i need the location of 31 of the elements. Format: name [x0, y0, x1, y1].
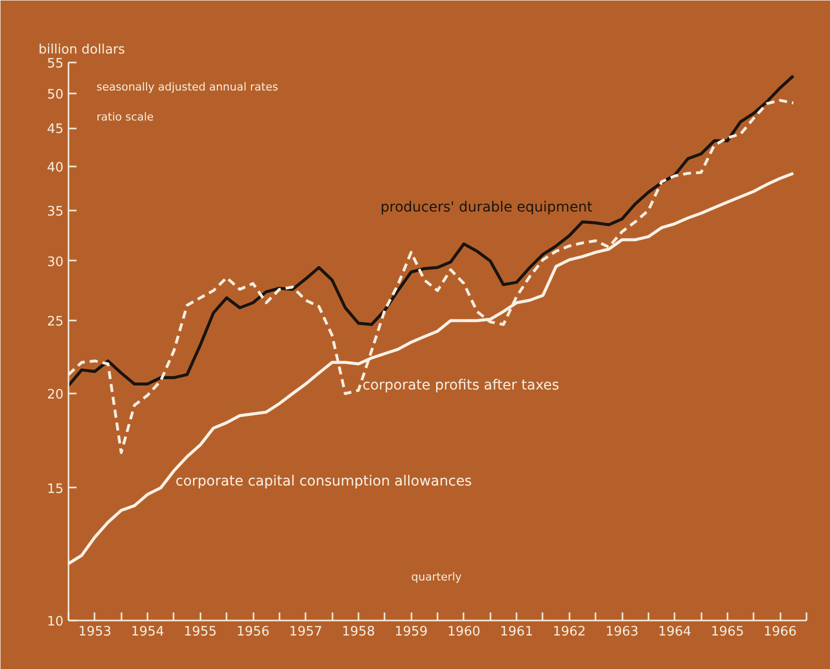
y-tick-label: 30: [46, 254, 64, 270]
x-tick-label: 1965: [710, 624, 744, 640]
y-axis-title: billion dollars: [38, 42, 126, 58]
x-tick-label: 1960: [447, 624, 480, 640]
annotation: ratio scale: [96, 110, 154, 124]
y-tick-label: 50: [46, 88, 64, 103]
annotation: seasonally adjusted annual rates: [96, 80, 278, 94]
x-tick-label: 1963: [605, 624, 639, 640]
x-tick-label: 1953: [78, 624, 112, 640]
x-tick-label: 1966: [764, 624, 797, 640]
y-tick-label: 55: [46, 56, 64, 72]
series-label: corporate capital consumption allowances: [176, 474, 472, 490]
x-tick-label: 1962: [552, 624, 586, 640]
y-tick-label: 20: [46, 388, 64, 403]
y-tick-label: 10: [46, 614, 64, 630]
x-tick-label: 1955: [184, 624, 217, 640]
x-tick-label: 1961: [500, 624, 534, 640]
annotation: quarterly: [411, 570, 462, 584]
y-tick-label: 35: [46, 204, 64, 220]
series-label: producers' durable equipment: [380, 200, 594, 216]
y-tick-label: 25: [46, 314, 64, 330]
x-tick-label: 1954: [131, 624, 164, 640]
series-label: corporate profits after taxes: [362, 378, 560, 394]
y-tick-label: 40: [46, 160, 64, 176]
x-tick-label: 1959: [394, 624, 428, 640]
y-tick-label: 45: [46, 122, 64, 138]
y-tick-label: 15: [46, 482, 64, 497]
x-tick-label: 1956: [236, 624, 270, 640]
x-tick-label: 1958: [342, 624, 375, 640]
x-tick-label: 1957: [289, 624, 322, 640]
x-tick-label: 1964: [658, 624, 692, 640]
